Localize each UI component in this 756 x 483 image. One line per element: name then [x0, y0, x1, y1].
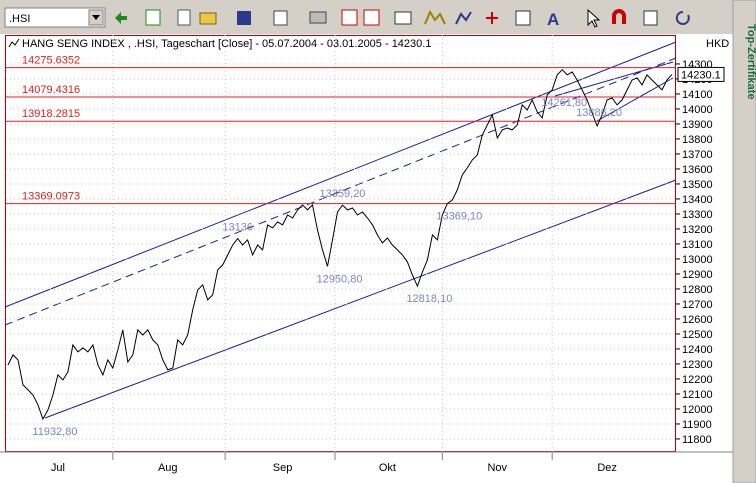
x-tick-label: Nov	[487, 462, 507, 474]
y-tick-label: 12600	[682, 314, 713, 326]
last-value-box	[677, 66, 725, 82]
x-tick-label: Okt	[379, 462, 396, 474]
value-label: 13359,20	[320, 188, 366, 200]
y-tick-label: 12500	[682, 329, 713, 341]
y-tick-label: 12100	[682, 389, 713, 401]
y-tick-label: 12200	[682, 374, 713, 386]
value-label: 12818,10	[406, 293, 452, 305]
icon-refresh[interactable]	[145, 9, 161, 26]
icon-indicator[interactable]	[424, 9, 446, 25]
icon-cursor[interactable]	[587, 8, 601, 28]
plot-frame	[5, 35, 676, 452]
icon-back[interactable]	[115, 12, 127, 24]
value-label: 12950,80	[317, 273, 363, 285]
dropdown-arrow	[92, 15, 100, 20]
y-tick-label: 12400	[682, 344, 713, 356]
icon-chart1[interactable]	[341, 9, 358, 26]
trend-line-upper	[4, 41, 677, 308]
y-tick-label: 13300	[682, 209, 713, 221]
x-tick-label: Sep	[273, 462, 293, 474]
y-tick-label: 12900	[682, 269, 713, 281]
y-tick-label: 13900	[682, 119, 713, 131]
toolbar-icons: A	[115, 8, 690, 29]
y-tick-label: 12000	[682, 404, 713, 416]
icon-print[interactable]	[309, 11, 327, 24]
price-line	[7, 68, 673, 421]
icon-table[interactable]	[515, 10, 531, 26]
icon-text[interactable]: A	[547, 10, 559, 29]
value-label: 11932,80	[32, 426, 77, 438]
sidebar	[732, 0, 756, 483]
y-tick-label: 12800	[682, 284, 713, 296]
icon-study[interactable]	[455, 11, 472, 25]
y-tick-label: 13600	[682, 164, 713, 176]
trend-line-short-lower	[596, 77, 674, 122]
trend-channel	[4, 41, 677, 419]
icon-copy[interactable]	[273, 10, 288, 26]
icon-new[interactable]	[177, 9, 191, 26]
level-label: 14275.6352	[22, 55, 80, 67]
y-tick-label: 11800	[682, 434, 712, 446]
title-icon	[8, 38, 20, 48]
level-label: 14079.4316	[22, 84, 80, 96]
chart-title: HANG SENG INDEX , .HSI, Tageschart [Clos…	[22, 38, 431, 50]
value-label: 13136	[222, 222, 253, 234]
value-label: 14261,80	[541, 97, 587, 109]
x-tick-label: Jul	[51, 462, 65, 474]
symbol-box[interactable]	[4, 7, 106, 28]
y-tick-label: 13500	[682, 179, 713, 191]
level-label: 13369.0973	[22, 191, 80, 203]
sidebar-tab[interactable]: Top-Zertifikate	[745, 24, 756, 100]
level-label: 13918.2815	[22, 108, 80, 120]
y-tick-label: 11900	[682, 419, 712, 431]
last-value-label: 14230.1	[681, 69, 721, 81]
icon-magnet[interactable]	[612, 9, 626, 24]
y-tick-label: 13100	[682, 239, 713, 251]
y-tick-label: 13200	[682, 224, 713, 236]
trend-line-lower	[44, 179, 677, 419]
value-label: 13369,10	[436, 211, 482, 223]
icon-draw[interactable]	[486, 12, 498, 24]
symbol-text: .HSI	[9, 13, 30, 25]
y-tick-label: 12300	[682, 359, 713, 371]
y-tick-label: 14100	[682, 89, 713, 101]
icon-list[interactable]	[643, 10, 658, 26]
x-tick-label: Dez	[597, 462, 617, 474]
y-tick-label: 12700	[682, 299, 713, 311]
icon-reload[interactable]	[675, 10, 690, 25]
icon-save[interactable]	[237, 11, 251, 25]
y-tick-label: 13400	[682, 194, 713, 206]
currency-label: HKD	[706, 38, 729, 50]
y-tick-label: 13700	[682, 149, 713, 161]
icon-open[interactable]	[199, 12, 217, 25]
trend-line-middle	[4, 57, 677, 326]
y-tick-label: 13000	[682, 254, 713, 266]
icon-window[interactable]	[394, 11, 412, 25]
icon-chart2[interactable]	[363, 9, 380, 26]
y-tick-label: 13800	[682, 134, 713, 146]
x-tick-label: Aug	[158, 462, 178, 474]
value-label: 13886,20	[576, 107, 622, 119]
y-tick-label: 14000	[682, 104, 713, 116]
